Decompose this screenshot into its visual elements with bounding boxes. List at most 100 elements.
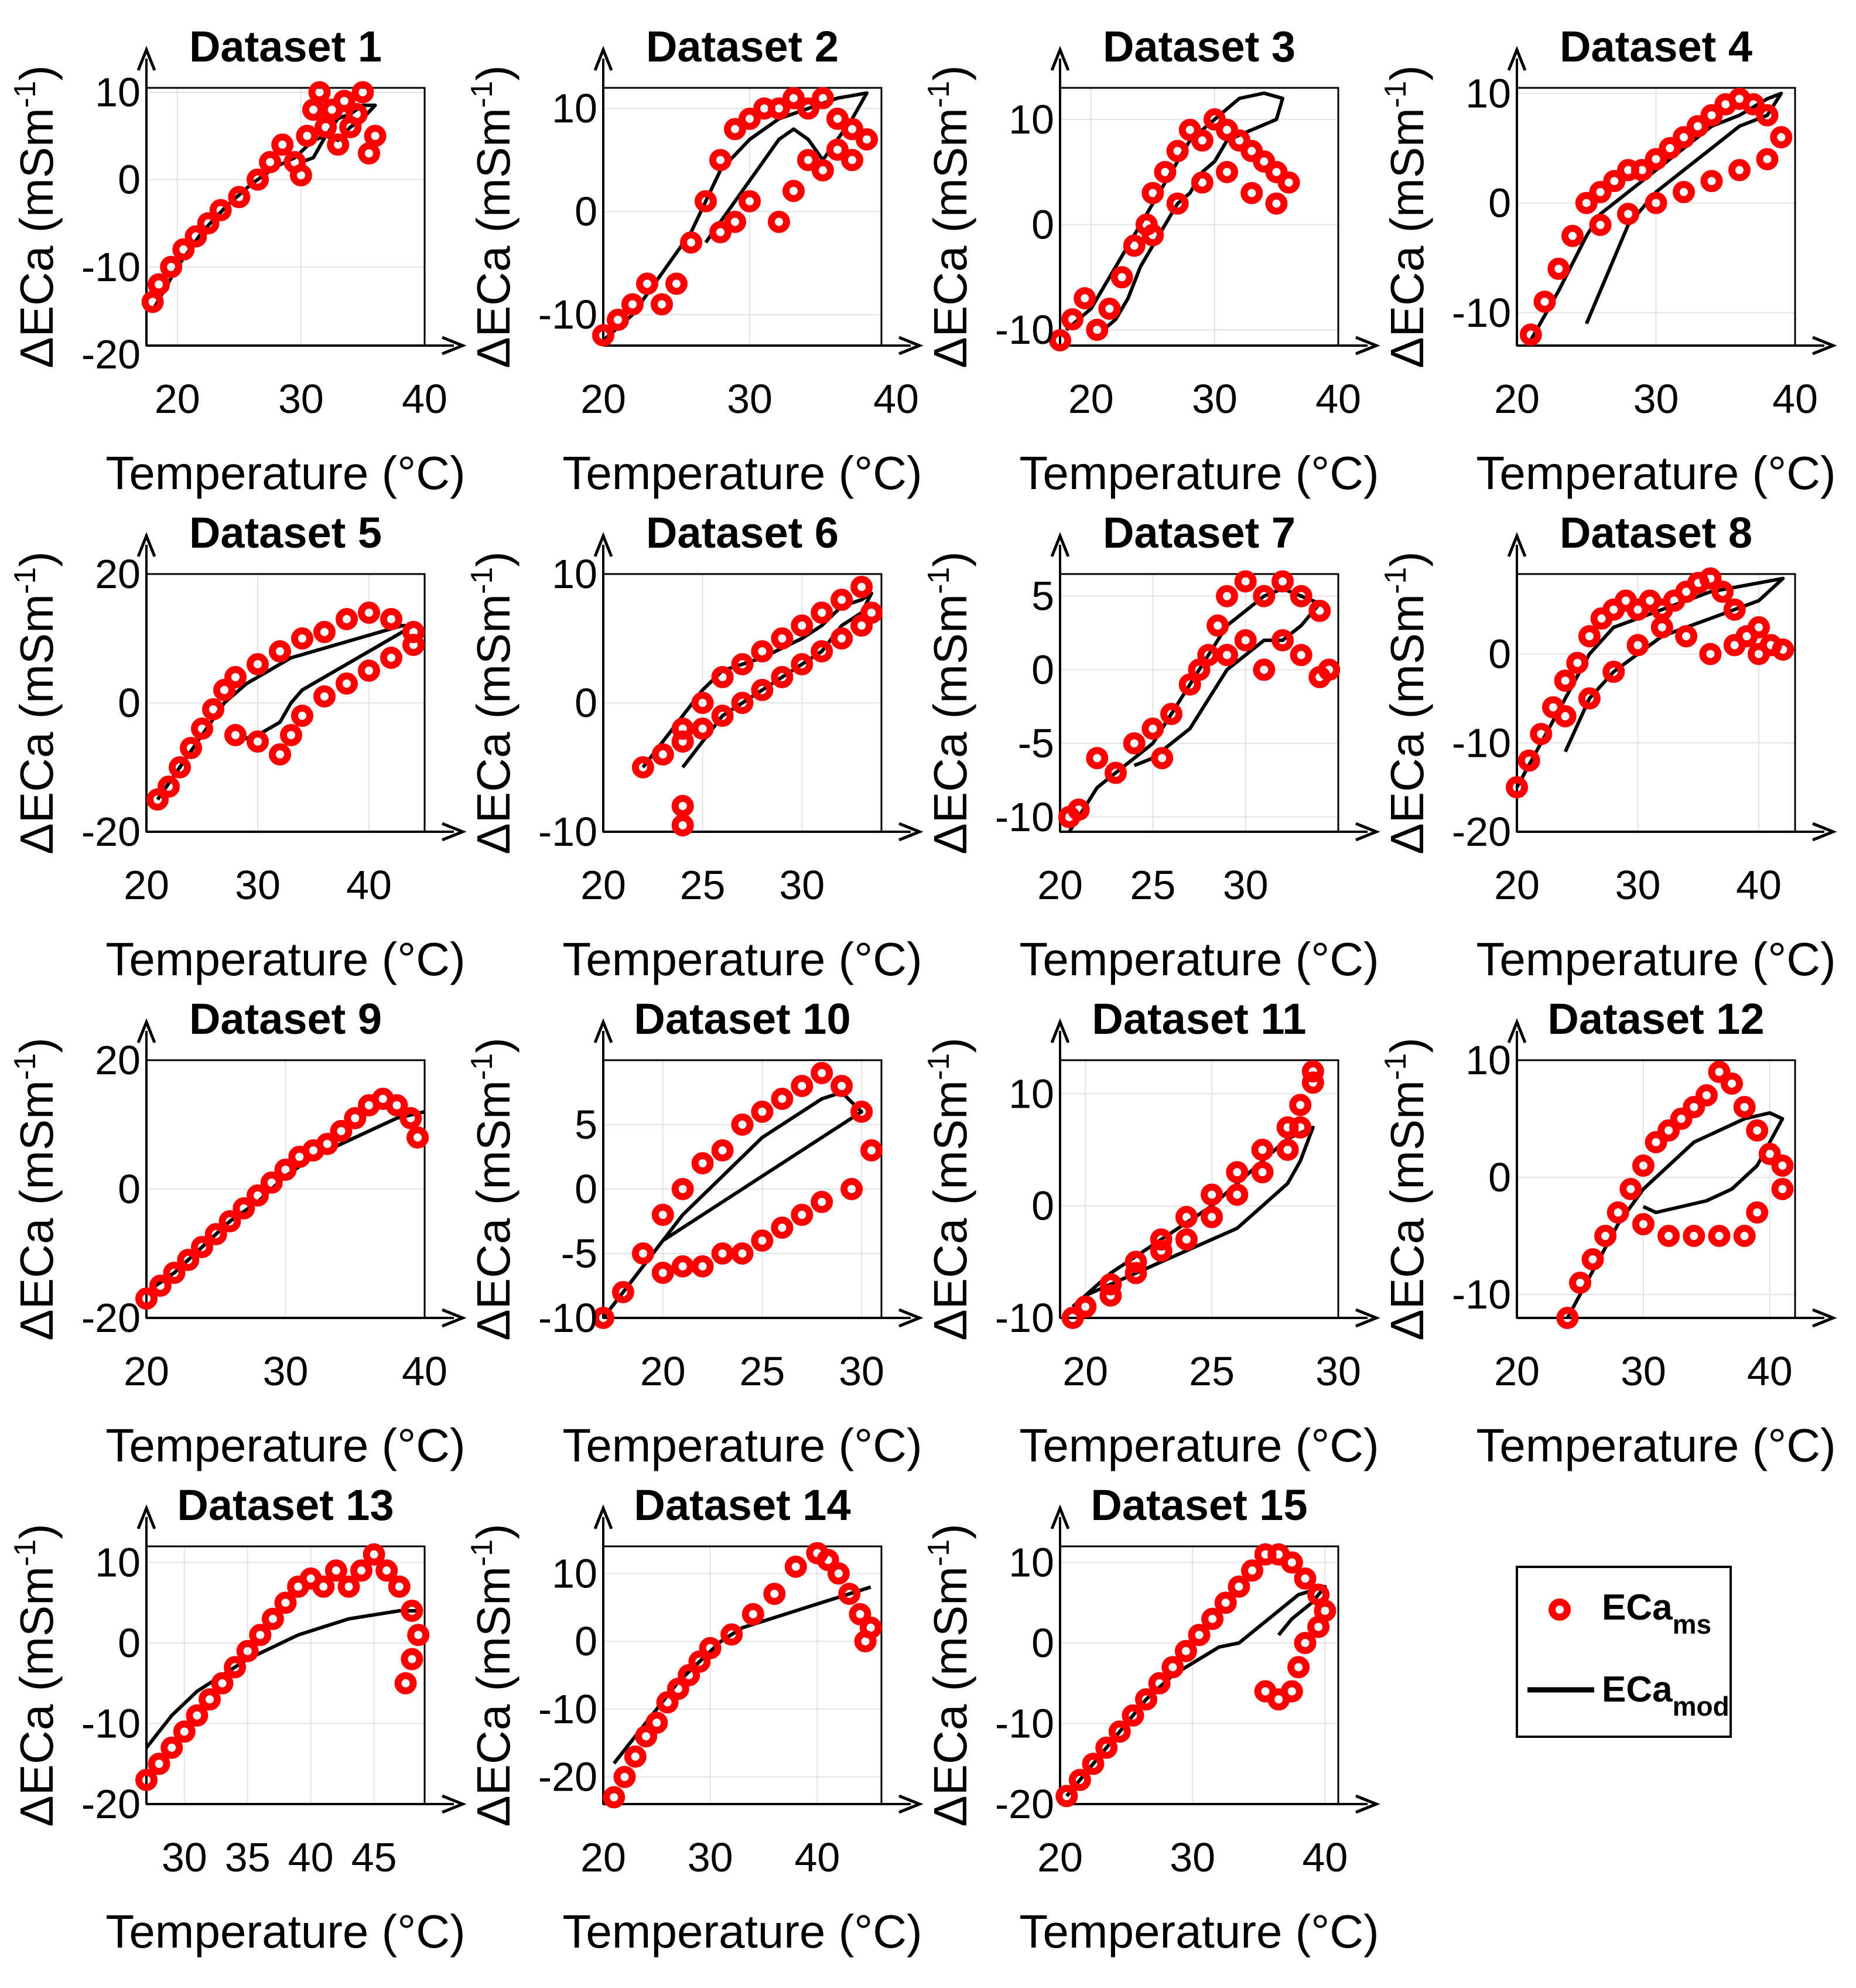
- y-tick-label: 0: [1488, 1154, 1511, 1200]
- data-point-ms: [1650, 616, 1673, 638]
- data-point-ms: [351, 81, 374, 104]
- data-point-ms: [1178, 673, 1201, 696]
- y-tick-label: -10: [81, 1701, 141, 1747]
- data-point-ms: [1074, 1295, 1097, 1318]
- data-point-ms: [768, 97, 790, 120]
- x-tick-label: 30: [263, 1348, 309, 1394]
- y-axis-label: ΔECa (mSm-1): [922, 551, 976, 854]
- data-point-ms: [180, 737, 202, 759]
- data-point-ms: [751, 640, 774, 662]
- data-point-ms: [337, 1575, 360, 1598]
- x-tick-label: 20: [1062, 1348, 1108, 1394]
- data-point-ms: [1603, 170, 1626, 193]
- y-tick-label: -10: [995, 1701, 1054, 1747]
- data-point-ms: [1695, 1084, 1718, 1106]
- data-point-ms: [184, 225, 207, 248]
- chart-panel-3: Dataset 3 20 30 40 -10 0 10 Temperature (°C) ΔEC…: [922, 22, 1380, 499]
- data-point-ms: [1265, 160, 1288, 183]
- data-point-ms: [1055, 1785, 1078, 1808]
- data-point-ms: [1289, 1094, 1312, 1116]
- data-point-ms: [1673, 126, 1695, 149]
- chart-title: Dataset 9: [189, 995, 382, 1043]
- data-point-ms: [1770, 126, 1793, 149]
- data-point-ms: [784, 1555, 807, 1578]
- x-tick-label: 25: [1130, 862, 1175, 908]
- legend-label-ms: ECams: [1602, 1587, 1711, 1639]
- data-point-ms: [218, 1210, 241, 1232]
- data-point-ms: [739, 107, 761, 130]
- y-tick-label: -5: [1018, 720, 1054, 766]
- data-point-ms: [1581, 1248, 1604, 1270]
- chart-panel-8: Dataset 8 20 30 40 -20 -10 0 Temperature (°C) ΔE…: [1379, 508, 1837, 985]
- data-point-ms: [635, 1725, 658, 1748]
- x-tick-label: 20: [580, 862, 626, 908]
- x-tick-label: 20: [640, 1348, 686, 1394]
- data-point-ms: [826, 107, 849, 130]
- x-axis-label: Temperature (°C): [105, 933, 465, 985]
- data-point-ms: [1061, 1307, 1084, 1329]
- data-point-ms: [1099, 1273, 1122, 1296]
- data-point-ms: [1301, 1071, 1324, 1094]
- data-point-ms: [771, 1217, 794, 1239]
- data-point-ms: [259, 151, 282, 173]
- y-tick-label: 5: [575, 1102, 597, 1147]
- data-point-ms: [1287, 1656, 1310, 1679]
- y-axis-arrow-icon: [136, 1504, 156, 1529]
- data-point-ms: [1228, 1575, 1250, 1598]
- data-point-ms: [691, 692, 714, 714]
- data-point-ms: [291, 627, 313, 650]
- y-axis-label: ΔECa (mSm-1): [922, 1524, 976, 1826]
- data-point-ms: [312, 1575, 335, 1598]
- data-point-ms: [308, 81, 331, 104]
- series-line-mod: [1068, 587, 1322, 833]
- y-tick-label: 10: [552, 551, 597, 597]
- data-point-ms: [709, 221, 732, 244]
- data-point-ms: [380, 608, 402, 630]
- y-axis-label: ΔECa (mSm-1): [922, 65, 976, 368]
- x-axis-label: Temperature (°C): [1019, 447, 1379, 499]
- data-point-ms: [1150, 1228, 1173, 1251]
- y-tick-label: -10: [995, 794, 1054, 840]
- x-axis-arrow-icon: [898, 822, 924, 842]
- data-point-ms: [1141, 224, 1164, 247]
- data-point-ms: [711, 1242, 734, 1265]
- x-axis-label: Temperature (°C): [1019, 1905, 1379, 1958]
- data-point-ms: [172, 238, 195, 261]
- data-point-ms: [1154, 160, 1177, 183]
- x-tick-label: 40: [794, 1835, 840, 1880]
- data-point-ms: [160, 255, 183, 278]
- data-point-ms: [782, 180, 805, 202]
- x-axis-arrow-icon: [1355, 336, 1380, 356]
- data-point-ms: [1216, 644, 1238, 667]
- data-point-ms: [204, 1223, 227, 1245]
- data-point-ms: [1175, 1205, 1198, 1228]
- data-point-ms: [1748, 616, 1770, 638]
- y-tick-label: 20: [95, 551, 141, 597]
- y-tick-label: -20: [1452, 809, 1511, 855]
- y-tick-label: 10: [1009, 1071, 1054, 1116]
- data-point-ms: [771, 627, 794, 650]
- data-point-ms: [711, 705, 734, 727]
- x-tick-label: 30: [278, 376, 324, 422]
- data-point-ms: [1619, 1178, 1642, 1200]
- data-point-ms: [247, 168, 269, 191]
- data-point-ms: [1082, 1753, 1105, 1775]
- y-tick-label: -10: [1452, 290, 1511, 336]
- data-point-ms: [771, 1088, 794, 1110]
- data-point-ms: [791, 614, 814, 637]
- data-point-ms: [1575, 192, 1598, 214]
- x-tick-label: 30: [1192, 376, 1238, 422]
- data-point-ms: [607, 309, 629, 331]
- data-point-ms: [148, 273, 170, 296]
- y-tick-label: 10: [1465, 1037, 1511, 1083]
- data-point-ms: [1659, 137, 1681, 159]
- chart-title: Dataset 7: [1103, 508, 1296, 557]
- data-point-ms: [680, 231, 702, 254]
- plot-frame: [1516, 1059, 1796, 1319]
- data-point-ms: [228, 186, 251, 209]
- data-point-ms: [363, 1543, 385, 1566]
- data-point-ms: [291, 705, 313, 727]
- data-point-ms: [830, 627, 853, 650]
- data-point-ms: [1124, 1262, 1147, 1285]
